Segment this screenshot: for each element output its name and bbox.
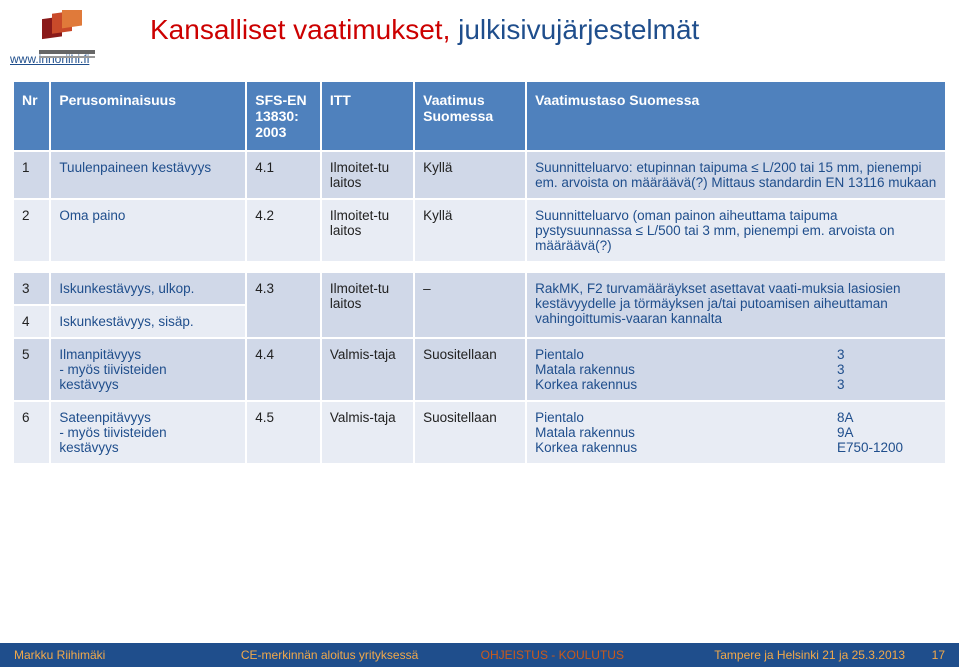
cell-vaat: ‒ bbox=[414, 272, 526, 338]
cell-per: Sateenpitävyys - myös tiivisteiden kestä… bbox=[50, 401, 246, 464]
logo-icon bbox=[36, 10, 98, 66]
cell-sfs: 4.5 bbox=[246, 401, 321, 464]
cell-itt: Valmis-taja bbox=[321, 338, 414, 401]
requirements-table: Nr Perusominaisuus SFS-EN 13830: 2003 IT… bbox=[12, 80, 947, 465]
cell-nr: 2 bbox=[13, 199, 50, 262]
col-nr: Nr bbox=[13, 81, 50, 151]
table-header-row: Nr Perusominaisuus SFS-EN 13830: 2003 IT… bbox=[13, 81, 946, 151]
cell-itt: Ilmoitet-tu laitos bbox=[321, 199, 414, 262]
cell-per: Iskunkestävyys, ulkop. bbox=[50, 272, 246, 305]
cell-taso: Pientalo Matala rakennus Korkea rakennus… bbox=[526, 338, 946, 401]
cell-taso: Suunnitteluarvo: etupinnan taipuma ≤ L/2… bbox=[526, 151, 946, 199]
col-per: Perusominaisuus bbox=[50, 81, 246, 151]
cell-vaat: Suositellaan bbox=[414, 338, 526, 401]
cell-vaat: Kyllä bbox=[414, 151, 526, 199]
taso-values: 3 3 3 bbox=[837, 347, 937, 392]
table-row: 5Ilmanpitävyys - myös tiivisteiden kestä… bbox=[13, 338, 946, 401]
cell-nr: 3 bbox=[13, 272, 50, 305]
taso-labels: Pientalo Matala rakennus Korkea rakennus bbox=[535, 347, 837, 392]
col-itt: ITT bbox=[321, 81, 414, 151]
table-row: 1Tuulenpaineen kestävyys4.1Ilmoitet-tu l… bbox=[13, 151, 946, 199]
cell-per: Iskunkestävyys, sisäp. bbox=[50, 305, 246, 338]
cell-nr: 5 bbox=[13, 338, 50, 401]
footer-author: Markku Riihimäki bbox=[14, 648, 200, 662]
cell-itt: Valmis-taja bbox=[321, 401, 414, 464]
footer-title: CE-merkinnän aloitus yrityksessä bbox=[200, 648, 460, 662]
cell-taso: Pientalo Matala rakennus Korkea rakennus… bbox=[526, 401, 946, 464]
title-part1: Kansalliset vaatimukset, bbox=[150, 14, 458, 45]
cell-nr: 4 bbox=[13, 305, 50, 338]
cell-itt: Ilmoitet-tu laitos bbox=[321, 151, 414, 199]
footer-location: Tampere ja Helsinki 21 ja 25.3.2013 bbox=[645, 648, 905, 662]
cell-taso: Suunnitteluarvo (oman painon aiheuttama … bbox=[526, 199, 946, 262]
cell-sfs: 4.3 bbox=[246, 272, 321, 338]
page-title: Kansalliset vaatimukset, julkisivujärjes… bbox=[150, 14, 959, 46]
title-part2: julkisivujärjestelmät bbox=[458, 14, 699, 45]
cell-per: Tuulenpaineen kestävyys bbox=[50, 151, 246, 199]
header: Kansalliset vaatimukset, julkisivujärjes… bbox=[0, 0, 959, 74]
col-taso: Vaatimustaso Suomessa bbox=[526, 81, 946, 151]
col-vaat: Vaatimus Suomessa bbox=[414, 81, 526, 151]
table-row: 2Oma paino4.2Ilmoitet-tu laitosKylläSuun… bbox=[13, 199, 946, 262]
taso-values: 8A 9A E750-1200 bbox=[837, 410, 937, 455]
cell-sfs: 4.2 bbox=[246, 199, 321, 262]
cell-taso: RakMK, F2 turvamääräykset asettavat vaat… bbox=[526, 272, 946, 338]
site-link[interactable]: www.innoriihi.fi bbox=[10, 52, 959, 66]
taso-labels: Pientalo Matala rakennus Korkea rakennus bbox=[535, 410, 837, 455]
cell-sfs: 4.1 bbox=[246, 151, 321, 199]
footer: Markku Riihimäki CE-merkinnän aloitus yr… bbox=[0, 643, 959, 667]
cell-per: Ilmanpitävyys - myös tiivisteiden kestäv… bbox=[50, 338, 246, 401]
cell-per: Oma paino bbox=[50, 199, 246, 262]
table-row: 3Iskunkestävyys, ulkop.4.3Ilmoitet-tu la… bbox=[13, 272, 946, 305]
cell-nr: 6 bbox=[13, 401, 50, 464]
cell-nr: 1 bbox=[13, 151, 50, 199]
cell-itt: Ilmoitet-tu laitos bbox=[321, 272, 414, 338]
spacer bbox=[13, 262, 946, 272]
cell-sfs: 4.4 bbox=[246, 338, 321, 401]
table-row: 6Sateenpitävyys - myös tiivisteiden kest… bbox=[13, 401, 946, 464]
cell-vaat: Kyllä bbox=[414, 199, 526, 262]
cell-vaat: Suositellaan bbox=[414, 401, 526, 464]
footer-page: 17 bbox=[905, 648, 945, 662]
col-sfs: SFS-EN 13830: 2003 bbox=[246, 81, 321, 151]
footer-section: OHJEISTUS - KOULUTUS bbox=[460, 648, 646, 662]
